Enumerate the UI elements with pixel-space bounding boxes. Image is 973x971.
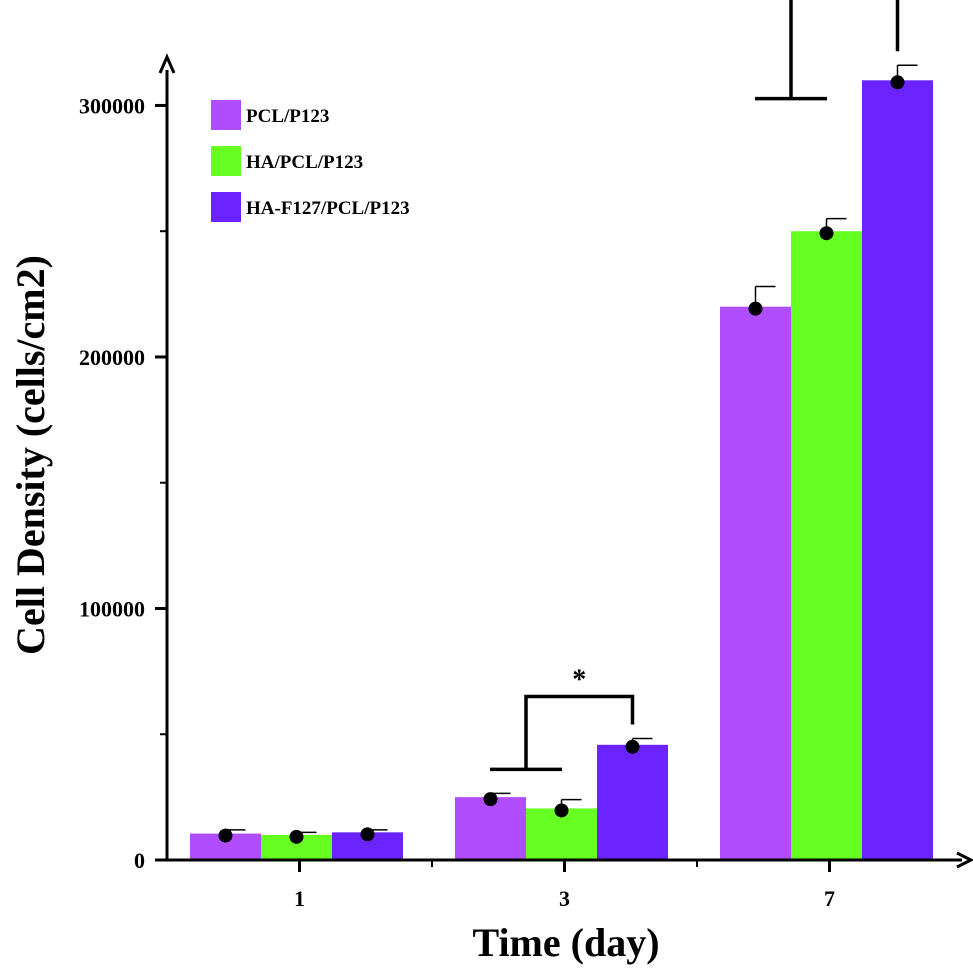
data-point [748,301,763,316]
legend-swatch [211,100,241,130]
x-axis-title: Time (day) [472,920,659,965]
y-axis-title: Cell Density (cells/cm2) [8,255,53,655]
legend-swatch [211,192,241,222]
y-ticks: 0 100000 200000 300000 [79,93,167,873]
data-point [289,829,304,844]
points-layer [218,75,905,844]
data-point [218,828,233,843]
data-point [625,739,640,754]
significance-bracket [524,694,635,770]
bar [791,231,862,860]
y-tick-label: 200000 [79,345,145,370]
x-tick-label: 3 [559,886,570,911]
data-point [483,792,498,807]
y-tick-label: 300000 [79,93,145,118]
bar [720,306,791,861]
x-tick-label: 1 [294,886,305,911]
data-point [554,803,569,818]
bar [455,797,526,860]
data-point [890,75,905,90]
bars-layer [190,80,933,861]
legend-swatch [211,146,241,176]
bar [597,744,668,860]
significance-bracket [789,0,900,99]
legend-label: PCL/P123 [246,106,329,127]
legend-label: HA/PCL/P123 [246,152,363,173]
legend: PCL/P123 HA/PCL/P123 HA-F127/PCL/P123 [211,100,410,222]
significance-star: * [572,665,586,696]
x-ticks: 1 3 7 [294,860,835,911]
y-tick-label: 100000 [79,596,145,621]
data-point [360,827,375,842]
x-axis-arrow [956,851,973,869]
y-axis-arrow [158,53,176,74]
bar [862,80,933,860]
significance-layer: ** [490,0,900,772]
legend-label: HA-F127/PCL/P123 [246,198,410,219]
y-tick-label: 0 [134,848,145,873]
x-tick-label: 7 [824,886,835,911]
data-point [819,226,834,241]
